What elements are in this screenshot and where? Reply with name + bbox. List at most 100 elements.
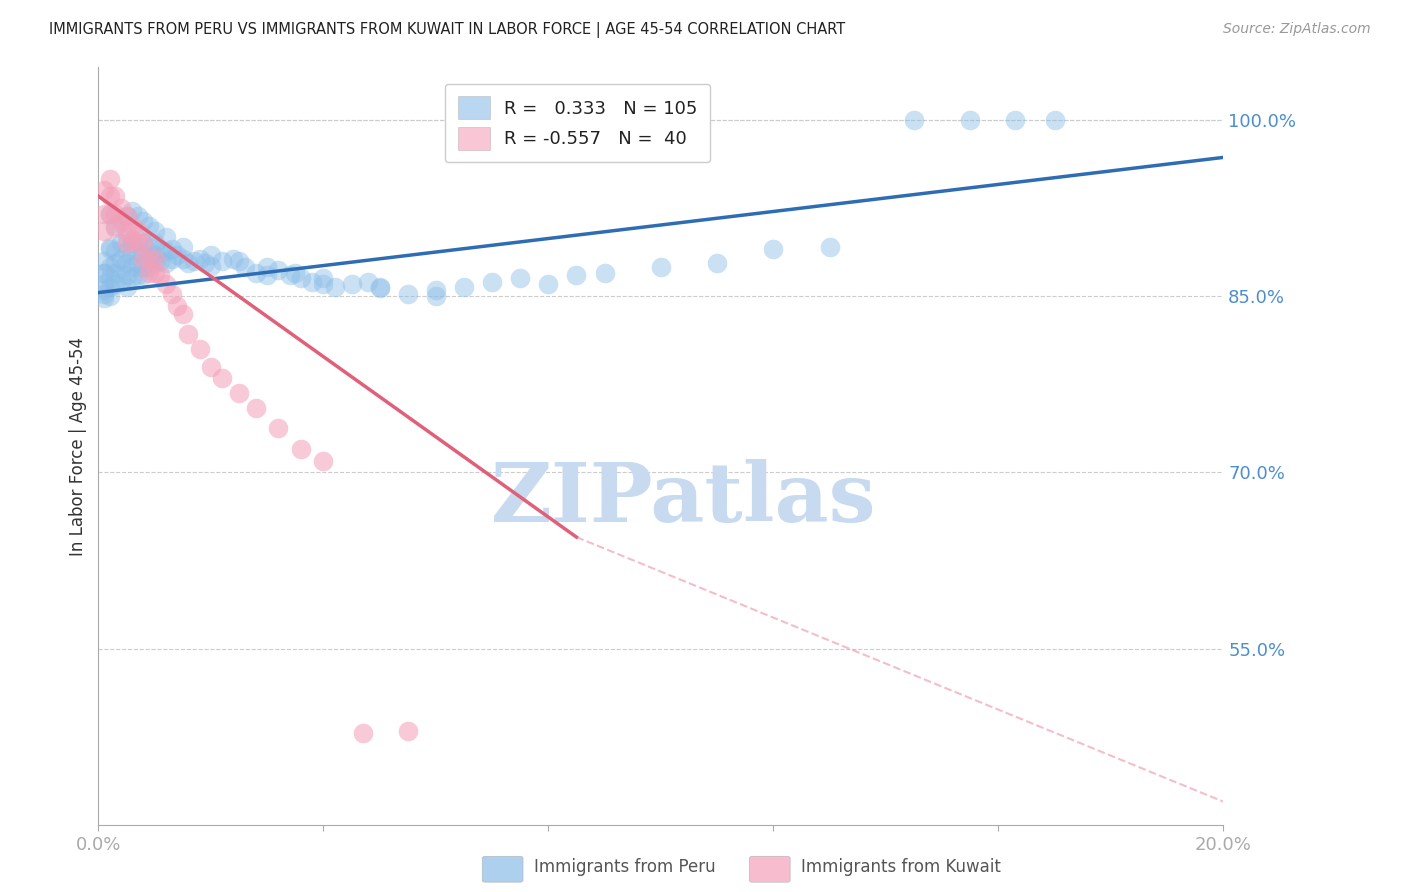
Point (132, 260, 155, 274)
Point (368, 279, 391, 293)
Point (284, 266, 307, 280)
Point (593, 266, 616, 280)
Point (93, 292, 115, 306)
Point (188, 342, 211, 356)
Point (138, 252, 160, 266)
Point (143, 256, 166, 270)
Point (121, 260, 143, 274)
Point (160, 252, 183, 266)
Point (110, 212, 132, 227)
Point (537, 277, 560, 292)
Point (143, 252, 166, 266)
Point (172, 252, 194, 266)
Point (396, 286, 419, 301)
Point (127, 224, 149, 238)
Point (127, 209, 149, 223)
Point (565, 268, 588, 282)
Point (138, 266, 160, 280)
Point (228, 385, 250, 400)
Point (301, 275, 323, 289)
Point (110, 275, 132, 289)
Point (121, 236, 143, 251)
Point (706, 256, 728, 270)
Point (172, 240, 194, 254)
Point (98, 289, 121, 303)
Point (650, 260, 672, 274)
Point (481, 275, 503, 289)
Point (183, 253, 205, 268)
Point (509, 271, 531, 285)
Point (425, 289, 447, 303)
Point (352, 726, 374, 740)
Point (138, 240, 160, 254)
Point (98, 171, 121, 186)
Point (93, 183, 115, 197)
Point (177, 326, 200, 341)
Point (245, 266, 267, 280)
Point (357, 275, 380, 289)
Point (127, 268, 149, 282)
Point (98, 242, 121, 256)
Point (959, 112, 981, 127)
Point (138, 252, 160, 266)
Point (93, 277, 115, 292)
Text: Source: ZipAtlas.com: Source: ZipAtlas.com (1223, 22, 1371, 37)
Point (115, 236, 138, 251)
Point (1004, 112, 1026, 127)
Point (160, 242, 183, 256)
Point (903, 112, 925, 127)
Point (132, 236, 155, 251)
Text: Immigrants from Kuwait: Immigrants from Kuwait (801, 858, 1001, 876)
Point (425, 283, 447, 297)
Point (453, 279, 475, 293)
Point (121, 271, 143, 285)
Point (194, 256, 217, 270)
Point (115, 256, 138, 270)
Point (115, 224, 138, 238)
Point (132, 252, 155, 266)
Point (155, 256, 177, 270)
Point (93, 286, 115, 301)
Text: IMMIGRANTS FROM PERU VS IMMIGRANTS FROM KUWAIT IN LABOR FORCE | AGE 45-54 CORREL: IMMIGRANTS FROM PERU VS IMMIGRANTS FROM … (49, 22, 845, 38)
Point (160, 286, 183, 301)
Point (267, 421, 290, 435)
Point (256, 260, 278, 274)
Point (93, 253, 115, 268)
Point (256, 268, 278, 282)
Point (245, 401, 267, 415)
Point (267, 263, 290, 277)
Point (312, 277, 335, 292)
Point (368, 281, 391, 295)
Point (121, 219, 143, 233)
Point (233, 260, 256, 274)
Point (222, 252, 245, 266)
Point (115, 209, 138, 223)
Point (211, 371, 233, 385)
Point (312, 453, 335, 467)
Point (396, 724, 419, 739)
Point (98, 260, 121, 274)
Point (93, 283, 115, 297)
Point (115, 244, 138, 259)
Point (312, 271, 335, 285)
Point (98, 271, 121, 285)
Point (104, 221, 127, 235)
Point (110, 252, 132, 266)
Point (110, 216, 132, 230)
Point (132, 248, 155, 262)
Point (104, 256, 127, 270)
Point (98, 207, 121, 221)
Point (149, 253, 172, 268)
Point (166, 299, 188, 313)
Point (115, 268, 138, 282)
Point (818, 240, 841, 254)
Point (228, 253, 250, 268)
Point (149, 268, 172, 282)
Point (121, 233, 143, 247)
Point (121, 204, 143, 219)
Point (127, 256, 149, 270)
Point (121, 248, 143, 262)
Point (132, 214, 155, 228)
Point (115, 279, 138, 293)
Point (166, 248, 188, 262)
